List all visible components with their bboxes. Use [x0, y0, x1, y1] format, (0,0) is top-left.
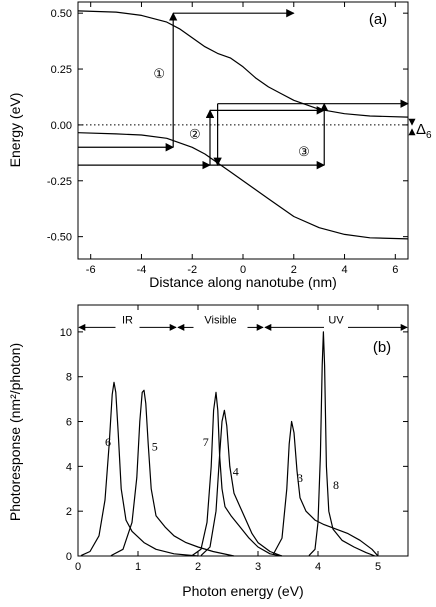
y-tick-label: -0.25: [47, 176, 72, 188]
panel-a-y-axis-label: Energy (eV): [7, 93, 23, 168]
range-label: IR: [122, 314, 133, 326]
panel-b-label: (b): [373, 339, 391, 356]
panel-b-curves: [80, 331, 379, 557]
y-tick-label: 0.00: [51, 120, 72, 132]
x-tick-label: 6: [392, 264, 398, 276]
panel-a-arrows: [78, 8, 409, 170]
x-tick-label: -6: [86, 264, 96, 276]
y-tick-label: 0: [66, 551, 72, 563]
x-tick-label: 4: [315, 561, 321, 573]
series-5-line: [110, 389, 235, 557]
y-tick-label: -0.50: [47, 232, 72, 244]
x-tick-label: 0: [240, 264, 246, 276]
panel-b-photoresponse: 0 1 2 3 4 5 0 2 4 6 8 10 IR Visible UV 6 5 7 4 3 8 (b) Pho…: [7, 304, 409, 599]
series-3-line: [272, 420, 379, 557]
y-tick-label: 10: [60, 327, 72, 339]
series-8-line: [308, 331, 376, 557]
series-7-line: [191, 391, 283, 557]
panel-a-energy-diagram: -6 -4 -2 0 2 4 6 -0.50 -0.25 0.00 0.25 0.50 ① ② ③ (a)…: [7, 1, 432, 290]
delta-6-label: Δ6: [416, 121, 432, 141]
transition-number-label: ③: [298, 144, 310, 159]
series-label-7: 7: [203, 435, 209, 449]
x-tick-label: -2: [187, 264, 197, 276]
transition-number-label: ②: [189, 126, 201, 141]
series-label-5: 5: [152, 440, 158, 454]
series-6-line: [80, 381, 199, 557]
range-label: UV: [328, 314, 344, 326]
panel-b-y-axis-label: Photoresponse (nm²/photon): [7, 343, 23, 521]
series-4-line: [200, 409, 283, 557]
x-tick-label: -4: [137, 264, 147, 276]
range-label: Visible: [204, 314, 236, 326]
panel-a-x-axis-label: Distance along nanotube (nm): [149, 274, 337, 290]
panel-b-ticks: 0 1 2 3 4 5 0 2 4 6 8 10: [60, 305, 408, 573]
panel-b-x-axis-label: Photon energy (eV): [182, 583, 303, 599]
transition-number-label: ①: [153, 66, 165, 81]
y-tick-label: 2: [66, 506, 72, 518]
y-tick-label: 0.50: [51, 8, 72, 20]
panel-b-frame: [77, 304, 409, 557]
y-tick-label: 4: [66, 461, 72, 473]
panel-b-curve-labels: 6 5 7 4 3 8: [105, 435, 339, 492]
x-tick-label: 0: [75, 561, 81, 573]
series-label-6: 6: [105, 435, 111, 449]
x-tick-label: 2: [195, 561, 201, 573]
x-tick-label: 5: [375, 561, 381, 573]
panel-a-curves: [77, 10, 409, 240]
y-tick-label: 0.25: [51, 64, 72, 76]
conduction-band-line: [77, 10, 409, 118]
panel-a-annotations: ① ② ③: [153, 66, 309, 159]
y-tick-label: 8: [66, 372, 72, 384]
x-tick-label: 1: [135, 561, 141, 573]
x-tick-label: 3: [255, 561, 261, 573]
panel-b-spectral-ranges: IR Visible UV: [78, 314, 408, 331]
panel-a-frame: [77, 1, 409, 260]
x-tick-label: 2: [291, 264, 297, 276]
y-tick-label: 6: [66, 417, 72, 429]
x-tick-label: 4: [341, 264, 347, 276]
panel-a-label: (a): [369, 11, 387, 28]
panel-a-ticks: -6 -4 -2 0 2 4 6 -0.50 -0.25 0.00 0.25 0.50: [47, 2, 408, 276]
delta-6-marker: Δ6: [408, 118, 432, 141]
series-label-4: 4: [233, 464, 239, 478]
series-label-8: 8: [333, 478, 339, 492]
series-label-3: 3: [297, 471, 303, 485]
valence-band-line: [77, 132, 409, 240]
